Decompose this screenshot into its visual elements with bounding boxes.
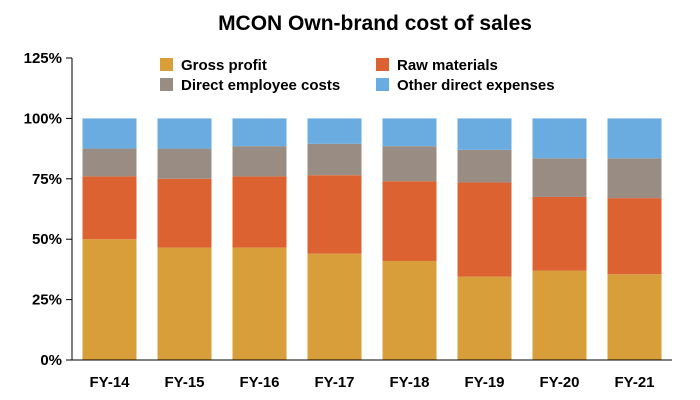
y-tick-label: 0% xyxy=(40,352,62,369)
bar-segment-fy-17-series-1 xyxy=(307,175,362,254)
legend: Gross profit Raw materials Direct employee… xyxy=(160,57,555,94)
bar-segment-fy-20-series-3 xyxy=(532,118,587,159)
legend-swatch-series-1 xyxy=(376,58,389,71)
y-tick-label: 50% xyxy=(32,231,62,248)
bar-segment-fy-20-series-2 xyxy=(532,158,587,197)
bar-segment-fy-14-series-2 xyxy=(82,148,137,177)
bar-segment-fy-21-series-1 xyxy=(607,198,662,275)
bar-segment-fy-18-series-1 xyxy=(382,181,437,261)
y-tick-label: 125% xyxy=(24,50,62,67)
y-axis: 0% 25% 50% 75% 100% 125% xyxy=(24,50,73,369)
y-tick-label: 100% xyxy=(24,110,62,127)
bar-segment-fy-17-series-0 xyxy=(307,253,362,360)
x-tick-label: FY-17 xyxy=(314,374,354,391)
bar-segment-fy-16-series-0 xyxy=(232,247,287,360)
legend-label-series-1: Raw materials xyxy=(397,57,498,74)
bar-segment-fy-17-series-3 xyxy=(307,118,362,144)
bar-segment-fy-18-series-3 xyxy=(382,118,437,147)
bar-segment-fy-18-series-2 xyxy=(382,146,437,182)
x-tick-label: FY-18 xyxy=(389,374,429,391)
plot-area xyxy=(82,118,662,360)
legend-label-series-3: Other direct expenses xyxy=(397,77,555,94)
legend-swatch-series-3 xyxy=(376,78,389,91)
bar-segment-fy-18-series-0 xyxy=(382,260,437,360)
bar-segment-fy-15-series-3 xyxy=(157,118,212,149)
legend-label-series-2: Direct employee costs xyxy=(181,77,340,94)
bar-segment-fy-15-series-1 xyxy=(157,178,212,248)
bar-segment-fy-21-series-0 xyxy=(607,274,662,360)
bar-segment-fy-14-series-0 xyxy=(82,239,137,360)
x-tick-label: FY-20 xyxy=(539,374,579,391)
x-tick-label: FY-14 xyxy=(89,374,130,391)
bar-segment-fy-14-series-3 xyxy=(82,118,137,149)
x-tick-label: FY-21 xyxy=(614,374,654,391)
y-tick-label: 25% xyxy=(32,292,62,309)
bar-segment-fy-15-series-0 xyxy=(157,247,212,360)
bar-segment-fy-20-series-1 xyxy=(532,196,587,271)
bar-segment-fy-20-series-0 xyxy=(532,270,587,360)
bar-segment-fy-15-series-2 xyxy=(157,148,212,179)
legend-label-series-0: Gross profit xyxy=(181,57,267,74)
bar-segment-fy-16-series-1 xyxy=(232,176,287,248)
bar-segment-fy-19-series-1 xyxy=(457,182,512,277)
bar-segment-fy-14-series-1 xyxy=(82,176,137,240)
legend-swatch-series-2 xyxy=(160,78,173,91)
bar-segment-fy-19-series-2 xyxy=(457,149,512,183)
bar-segment-fy-19-series-3 xyxy=(457,118,512,150)
x-tick-label: FY-19 xyxy=(464,374,504,391)
x-tick-label: FY-15 xyxy=(164,374,204,391)
bar-segment-fy-16-series-2 xyxy=(232,146,287,177)
legend-swatch-series-0 xyxy=(160,58,173,71)
bar-segment-fy-16-series-3 xyxy=(232,118,287,147)
y-tick-label: 75% xyxy=(32,171,62,188)
bar-segment-fy-17-series-2 xyxy=(307,143,362,176)
bar-segment-fy-21-series-3 xyxy=(607,118,662,159)
x-tick-label: FY-16 xyxy=(239,374,279,391)
chart-title: MCON Own-brand cost of sales xyxy=(218,12,532,35)
x-axis: FY-14 FY-15 FY-16 FY-17 FY-18 FY-19 FY-20 FY-21 xyxy=(72,359,672,391)
bar-segment-fy-19-series-0 xyxy=(457,276,512,360)
bar-segment-fy-21-series-2 xyxy=(607,158,662,199)
